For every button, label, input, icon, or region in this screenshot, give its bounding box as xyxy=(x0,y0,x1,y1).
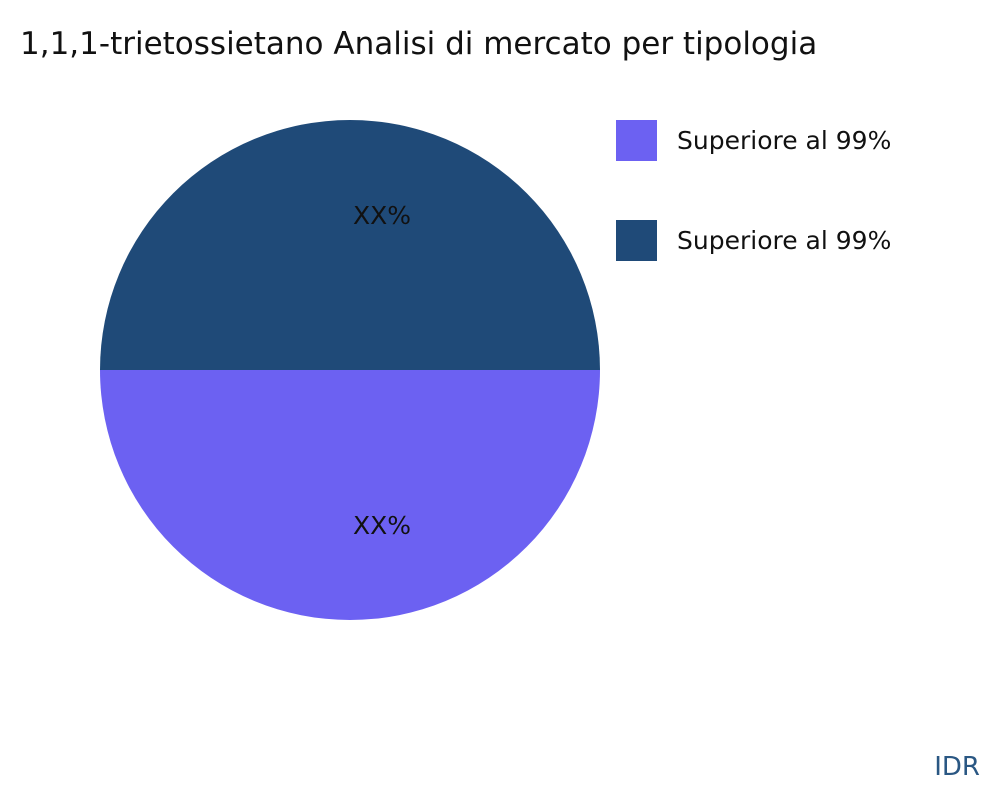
legend-label: Superiore al 99% xyxy=(677,226,892,255)
watermark-logo: IDR xyxy=(934,752,980,782)
pie-slice xyxy=(100,370,600,620)
legend-swatch xyxy=(616,120,657,161)
legend-item: Superiore al 99% xyxy=(616,220,891,261)
slice-label: XX% xyxy=(353,511,411,540)
chart-title: 1,1,1-trietossietano Analisi di mercato … xyxy=(20,26,818,62)
legend-item: Superiore al 99% xyxy=(616,120,891,161)
pie-slice xyxy=(100,120,600,370)
legend-swatch xyxy=(616,220,657,261)
legend-label: Superiore al 99% xyxy=(677,126,892,155)
slice-label: XX% xyxy=(353,201,411,230)
